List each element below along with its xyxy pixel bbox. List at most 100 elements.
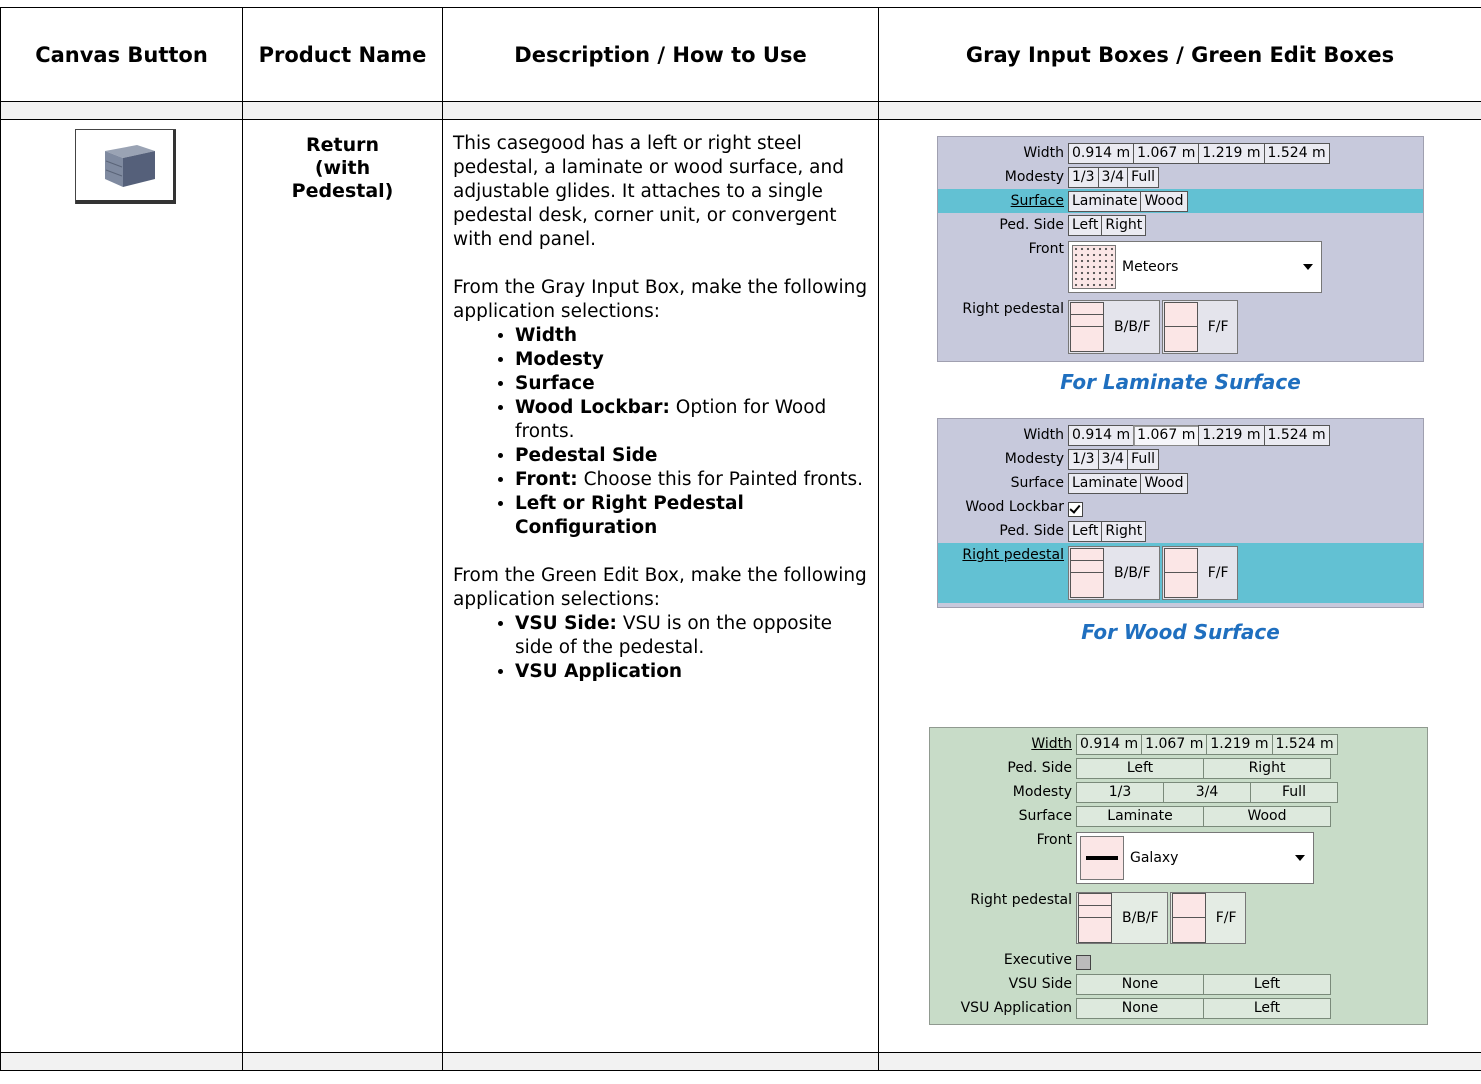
- pedestal-options: B/B/F F/F: [1068, 546, 1240, 600]
- option-button: Wood: [1203, 805, 1331, 827]
- field-label: Ped. Side: [999, 523, 1064, 539]
- option-button: Laminate: [1068, 472, 1142, 494]
- panel-row: VSU Side None Left: [930, 972, 1427, 996]
- field-label: Right pedestal: [962, 301, 1064, 317]
- header-cell: Gray Input Boxes / Green Edit Boxes: [878, 7, 1481, 102]
- panel-row: Executive: [930, 948, 1427, 972]
- product-name: Return (with Pedestal): [291, 134, 394, 202]
- pedestal-label: B/B/F: [1114, 565, 1151, 581]
- field-label: Front: [1028, 241, 1064, 257]
- dropdown: Meteors: [1068, 241, 1322, 293]
- option-button: 1.524 m: [1271, 733, 1338, 755]
- option-button: Laminate: [1076, 805, 1204, 827]
- field-label: Modesty: [1004, 451, 1064, 467]
- option-button: Laminate: [1068, 190, 1142, 212]
- option-group: None Left: [1076, 973, 1331, 995]
- pedestal-button: F/F: [1161, 546, 1238, 600]
- panels: Width 0.914 m 1.067 m 1.219 m 1.524 m Modesty…: [879, 120, 1481, 1052]
- panel-row: Width 0.914 m 1.067 m 1.219 m 1.524 m: [938, 423, 1423, 447]
- field-label: Modesty: [1004, 169, 1064, 185]
- pedestal-icon: [1171, 893, 1206, 943]
- option-group: Laminate Wood: [1068, 190, 1188, 212]
- checkbox: [1068, 501, 1083, 517]
- option-button: 1.219 m: [1206, 733, 1273, 755]
- option-button: Left: [1203, 973, 1331, 995]
- selection-item: Modesty: [515, 348, 870, 372]
- panel-row: Width 0.914 m 1.067 m 1.219 m 1.524 m: [930, 732, 1427, 756]
- option-button: 3/4: [1097, 448, 1129, 470]
- item-name: Modesty: [515, 349, 604, 370]
- green-intro: From the Green Edit Box, make the follow…: [453, 565, 867, 610]
- option-group: Laminate Wood: [1068, 472, 1188, 494]
- gray-intro: From the Gray Input Box, make the follow…: [453, 277, 868, 322]
- option-group: Laminate Wood: [1076, 805, 1331, 827]
- selection-item: Width: [515, 324, 870, 348]
- pedestal-icon: [1078, 893, 1112, 943]
- gray-panel: Width 0.914 m 1.067 m 1.219 m 1.524 m Modesty…: [937, 136, 1424, 362]
- option-group: None Left: [1076, 997, 1331, 1019]
- field-label: VSU Application: [960, 1000, 1072, 1016]
- pedestal-label: F/F: [1215, 910, 1237, 926]
- gray-panel: Width 0.914 m 1.067 m 1.219 m 1.524 m Modesty…: [937, 418, 1424, 608]
- option-button: 1.067 m: [1133, 424, 1200, 446]
- item-name: Width: [515, 325, 578, 346]
- pedestal-icon: [1070, 302, 1104, 352]
- item-name: Wood Lockbar:: [515, 397, 670, 418]
- field-label: Right pedestal: [970, 892, 1072, 908]
- panel-row: Right pedestal B/B/F F/F: [938, 297, 1423, 357]
- checkbox: [1076, 954, 1091, 970]
- item-text: Option for Wood fronts.: [515, 397, 827, 442]
- field-label: Right pedestal: [962, 547, 1064, 563]
- pedestal-button: F/F: [1169, 892, 1246, 944]
- option-button: 1/3: [1076, 781, 1164, 803]
- pedestal-options: B/B/F F/F: [1076, 892, 1248, 944]
- pedestal-label: F/F: [1207, 319, 1229, 335]
- panel-row: Surface Laminate Wood: [930, 804, 1427, 828]
- panel-row: Modesty 1/3 3/4 Full: [930, 780, 1427, 804]
- option-button: 1.067 m: [1133, 142, 1200, 164]
- pedestal-icon: [1163, 548, 1198, 598]
- field-label: Front: [1036, 832, 1072, 848]
- field-label: Surface: [1018, 808, 1072, 824]
- description: This casegood has a left or right steel …: [443, 120, 878, 684]
- option-group: 0.914 m 1.067 m 1.219 m 1.524 m: [1068, 142, 1330, 164]
- selection-list: VSU Side: VSU is on the opposite side of…: [453, 612, 870, 684]
- item-text: Choose this for Painted fronts.: [583, 469, 864, 490]
- panels-cell: Width 0.914 m 1.067 m 1.219 m 1.524 m Modesty…: [878, 119, 1481, 1053]
- panel-caption: For Wood Surface: [1081, 620, 1280, 644]
- field-label: VSU Side: [1008, 976, 1072, 992]
- selection-item: Front: Choose this for Painted fronts.: [515, 468, 870, 492]
- panel-row: Surface Laminate Wood: [938, 471, 1423, 495]
- spacer-row: [0, 101, 1481, 120]
- field-label: Surface: [1010, 193, 1064, 209]
- pedestal-label: B/B/F: [1114, 319, 1151, 335]
- item-name: Left or Right Pedestal Configuration: [515, 493, 744, 538]
- panel-row: Width 0.914 m 1.067 m 1.219 m 1.524 m: [938, 141, 1423, 165]
- option-button: 0.914 m: [1068, 142, 1135, 164]
- panel-row: Ped. Side Left Right: [930, 756, 1427, 780]
- pedestal-label: F/F: [1207, 565, 1229, 581]
- option-button: Full: [1127, 166, 1160, 188]
- option-button: Right: [1101, 520, 1147, 542]
- option-button: None: [1076, 997, 1204, 1019]
- item-name: VSU Application: [515, 661, 683, 682]
- field-label: Wood Lockbar: [965, 499, 1064, 515]
- option-button: 1.219 m: [1198, 142, 1265, 164]
- canvas-button-cell: [0, 119, 243, 1053]
- pedestal-options: B/B/F F/F: [1068, 300, 1240, 354]
- panel-caption: For Laminate Surface: [1060, 370, 1301, 394]
- pedestal-icon: [1163, 302, 1198, 352]
- panel-row: Modesty 1/3 3/4 Full: [938, 165, 1423, 189]
- panel-row: Ped. Side Left Right: [938, 213, 1423, 237]
- option-button: Full: [1127, 448, 1160, 470]
- option-group: 1/3 3/4 Full: [1068, 448, 1160, 470]
- field-label: Width: [1031, 736, 1072, 752]
- option-group: 1/3 3/4 Full: [1068, 166, 1160, 188]
- option-group: Left Right: [1068, 214, 1147, 236]
- field-label: Executive: [1003, 952, 1072, 968]
- panel-row: Right pedestal B/B/F F/F: [938, 543, 1423, 603]
- option-button: 1.219 m: [1198, 424, 1265, 446]
- panel-row: Right pedestal B/B/F F/F: [930, 888, 1427, 948]
- panel-row: VSU Application None Left: [930, 996, 1427, 1020]
